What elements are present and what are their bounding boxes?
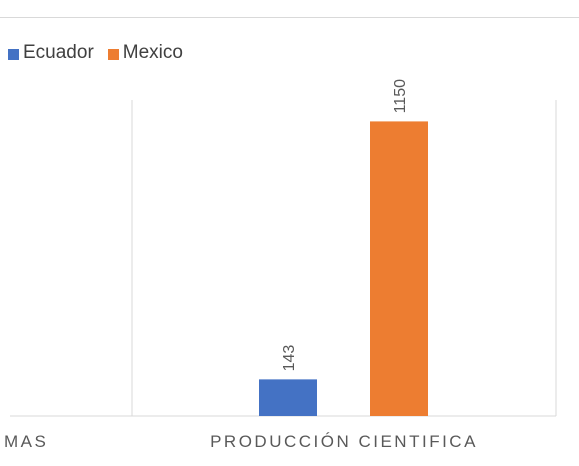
- bar-ecuador-produccion: [259, 379, 317, 416]
- legend-swatch-mexico: [107, 48, 119, 60]
- legend: Ecuador Mexico: [8, 42, 197, 64]
- category-label-left: MAS: [4, 432, 48, 451]
- category-label-produccion: PRODUCCIÓN CIENTIFICA: [210, 432, 478, 451]
- bar-mexico-produccion: [370, 121, 428, 417]
- data-label-ecuador: 143: [281, 345, 298, 372]
- legend-item-ecuador: Ecuador: [8, 42, 94, 64]
- legend-label-mexico: Mexico: [122, 42, 183, 63]
- data-label-mexico: 1150: [392, 79, 409, 114]
- legend-item-mexico: Mexico: [107, 42, 183, 64]
- legend-label-ecuador: Ecuador: [23, 42, 94, 63]
- legend-swatch-ecuador: [8, 48, 19, 60]
- chart-top-border: [0, 17, 579, 18]
